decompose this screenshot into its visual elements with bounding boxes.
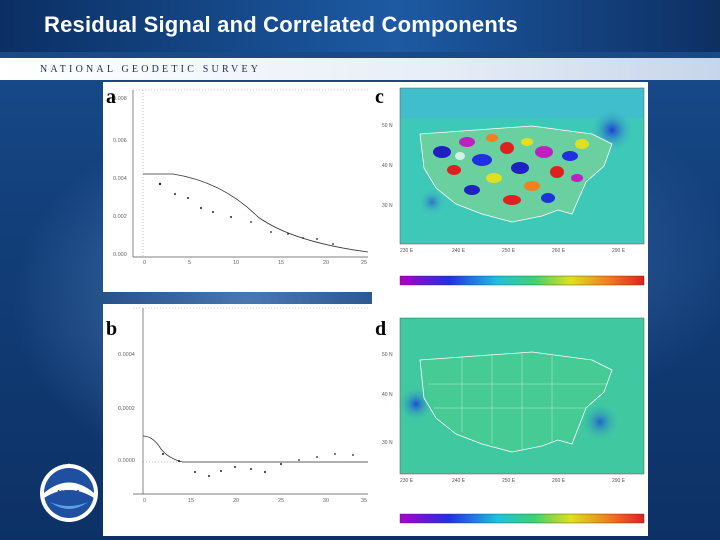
svg-text:25: 25 bbox=[278, 498, 284, 504]
organization-banner bbox=[0, 58, 720, 80]
svg-text:50 N: 50 N bbox=[382, 352, 393, 358]
svg-text:30 N: 30 N bbox=[382, 203, 393, 209]
panel-c-residual-map: 50 N 40 N 30 N 230 E 240 E 250 E 260 E 290 E … bbox=[372, 82, 648, 304]
svg-text:5: 5 bbox=[188, 260, 191, 266]
svg-text:260 E: 260 E bbox=[552, 248, 566, 254]
svg-text:40 N: 40 N bbox=[382, 392, 393, 398]
svg-text:30: 30 bbox=[323, 498, 329, 504]
svg-text:NOAA: NOAA bbox=[57, 489, 81, 498]
panel-a-label: a bbox=[106, 86, 116, 108]
noaa-logo-icon: NOAA bbox=[40, 463, 98, 522]
svg-text:290 E: 290 E bbox=[612, 478, 626, 484]
svg-text:15: 15 bbox=[188, 498, 194, 504]
svg-text:40 N: 40 N bbox=[382, 163, 393, 169]
svg-text:0.0002: 0.0002 bbox=[118, 406, 135, 412]
svg-text:240 E: 240 E bbox=[452, 478, 466, 484]
svg-text:0.000: 0.000 bbox=[113, 252, 127, 258]
slide-title: Residual Signal and Correlated Component… bbox=[44, 12, 518, 37]
svg-text:0.006: 0.006 bbox=[113, 138, 127, 144]
svg-text:230 E: 230 E bbox=[400, 248, 414, 254]
organization-name: NATIONAL GEODETIC SURVEY bbox=[40, 64, 262, 75]
svg-text:0.004: 0.004 bbox=[113, 176, 127, 182]
panel-d-correlated-map: 50 N 40 N 30 N 230 E 240 E 250 E 260 E 290 E … bbox=[372, 304, 648, 536]
svg-text:0.002: 0.002 bbox=[113, 214, 127, 220]
panel-d-label: d bbox=[375, 318, 387, 340]
svg-text:230 E: 230 E bbox=[400, 478, 414, 484]
svg-text:0: 0 bbox=[143, 498, 146, 504]
panel-c-label: c bbox=[375, 86, 384, 108]
svg-text:250 E: 250 E bbox=[502, 248, 516, 254]
svg-text:250 E: 250 E bbox=[502, 478, 516, 484]
title-bar bbox=[0, 0, 720, 52]
svg-text:20: 20 bbox=[323, 260, 329, 266]
svg-text:290 E: 290 E bbox=[612, 248, 626, 254]
panel-a-covariance-plot: 0.008 0.006 0.004 0.002 0.000 0 5 10 15 20 25 a bbox=[103, 82, 373, 292]
svg-text:35: 35 bbox=[361, 498, 367, 504]
svg-text:20: 20 bbox=[233, 498, 239, 504]
svg-text:0.0000: 0.0000 bbox=[118, 458, 135, 464]
svg-text:15: 15 bbox=[278, 260, 284, 266]
svg-text:50 N: 50 N bbox=[382, 123, 393, 129]
svg-text:260 E: 260 E bbox=[552, 478, 566, 484]
svg-text:30 N: 30 N bbox=[382, 440, 393, 446]
panel-b-label: b bbox=[106, 318, 118, 340]
svg-text:0.008: 0.008 bbox=[113, 96, 127, 102]
svg-text:0: 0 bbox=[143, 260, 146, 266]
svg-text:0.0004: 0.0004 bbox=[118, 352, 135, 358]
svg-text:25: 25 bbox=[361, 260, 367, 266]
panel-b-covariance-plot: 0.0004 0.0002 0.0000 0 15 20 25 30 35 b bbox=[103, 304, 373, 536]
svg-text:240 E: 240 E bbox=[452, 248, 466, 254]
svg-text:10: 10 bbox=[233, 260, 239, 266]
